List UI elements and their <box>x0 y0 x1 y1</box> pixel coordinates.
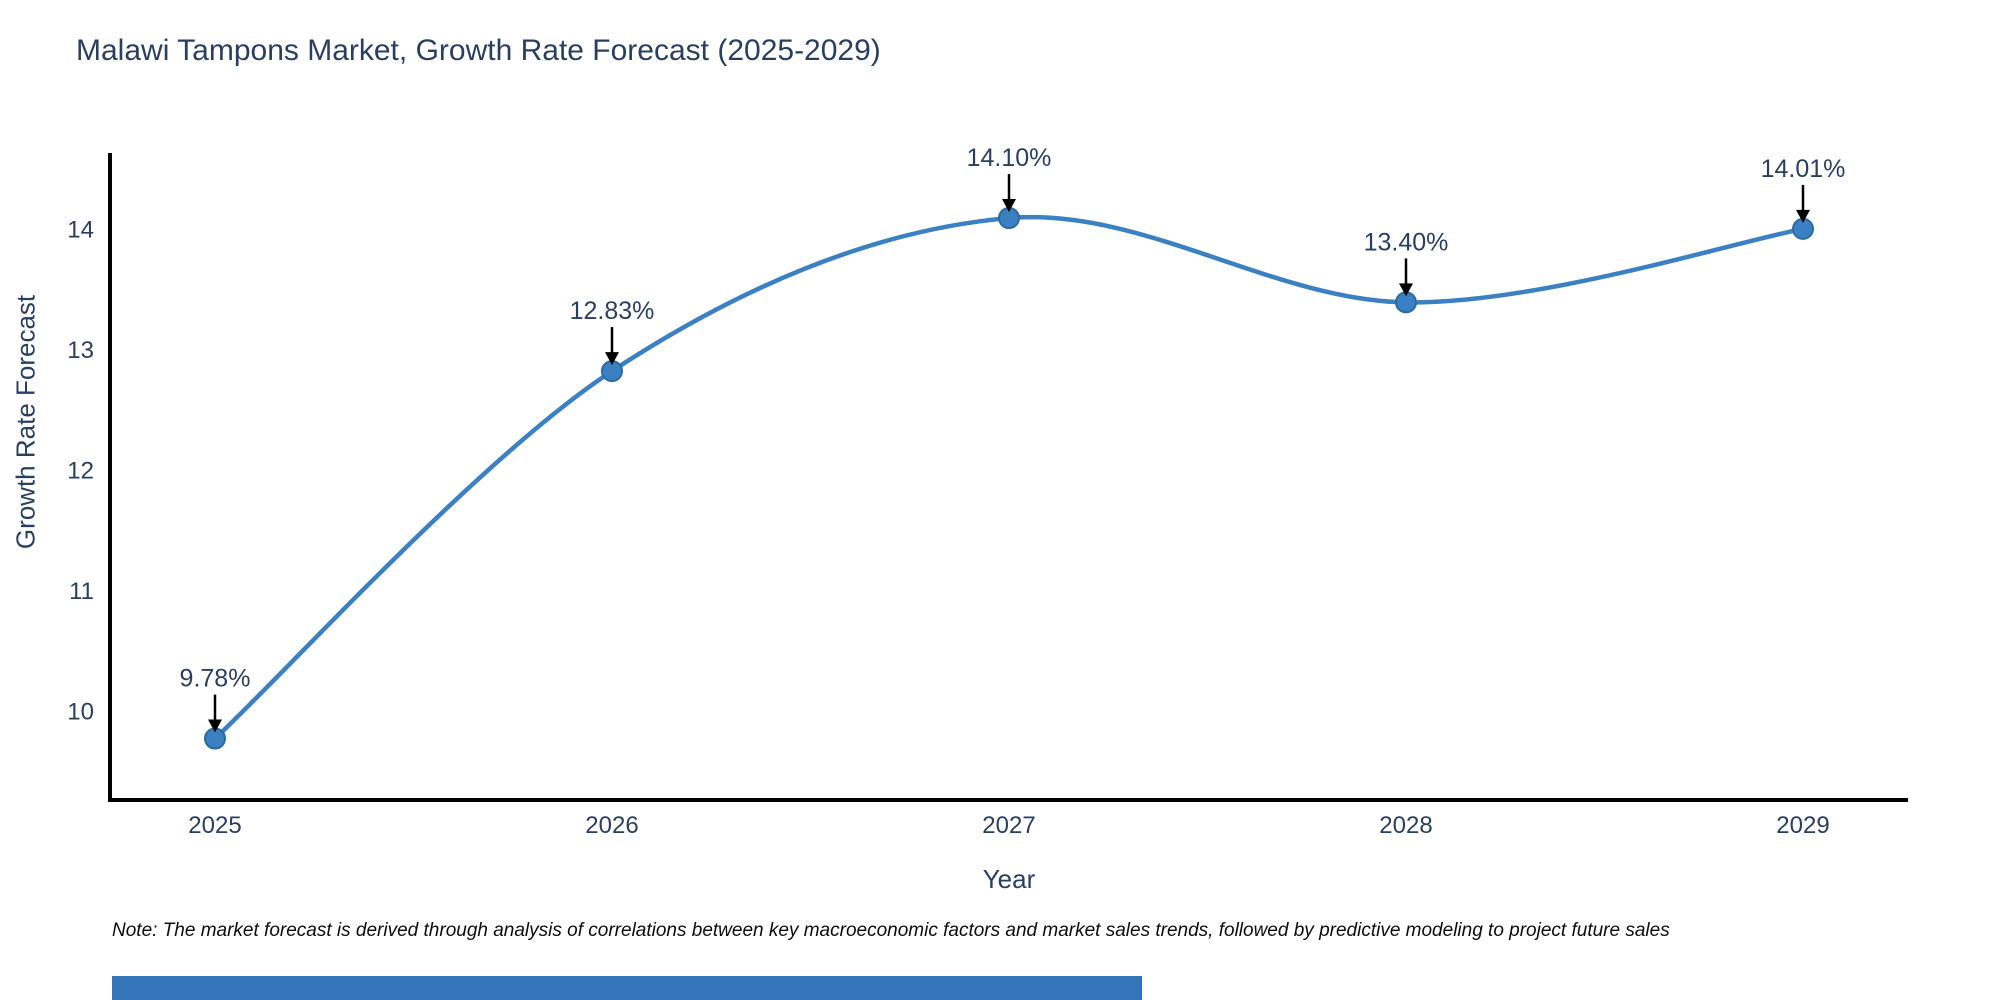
axis-spines <box>108 153 1908 802</box>
chart-title: Malawi Tampons Market, Growth Rate Forec… <box>76 34 881 67</box>
y-tick-label: 13 <box>67 337 94 364</box>
annotation-label: 14.01% <box>1761 155 1846 183</box>
x-tick-label: 2026 <box>585 812 638 839</box>
annotation-arrowhead <box>1399 283 1413 297</box>
annotation-label: 14.10% <box>967 144 1052 172</box>
y-tick-label: 12 <box>67 458 94 485</box>
x-tick-label: 2028 <box>1379 812 1432 839</box>
annotation-label: 13.40% <box>1364 228 1449 256</box>
trend-line <box>212 214 1806 741</box>
footnote: Note: The market forecast is derived thr… <box>112 920 1670 941</box>
annotation-label: 12.83% <box>570 297 655 325</box>
annotation-label: 9.78% <box>180 665 251 693</box>
x-tick-label: 2029 <box>1776 812 1829 839</box>
annotation-arrowhead <box>605 352 619 366</box>
y-tick-label: 11 <box>69 578 94 605</box>
x-axis-title: Year <box>982 864 1036 894</box>
x-tick-label: 2027 <box>982 812 1035 839</box>
annotation-arrowhead <box>208 719 222 733</box>
y-tick-label: 14 <box>67 217 94 244</box>
annotation-arrowhead <box>1002 199 1016 213</box>
bottom-bar <box>112 976 1142 1000</box>
annotation-arrowhead <box>1796 209 1810 223</box>
y-tick-label: 10 <box>67 699 94 726</box>
x-tick-label: 2025 <box>188 812 241 839</box>
